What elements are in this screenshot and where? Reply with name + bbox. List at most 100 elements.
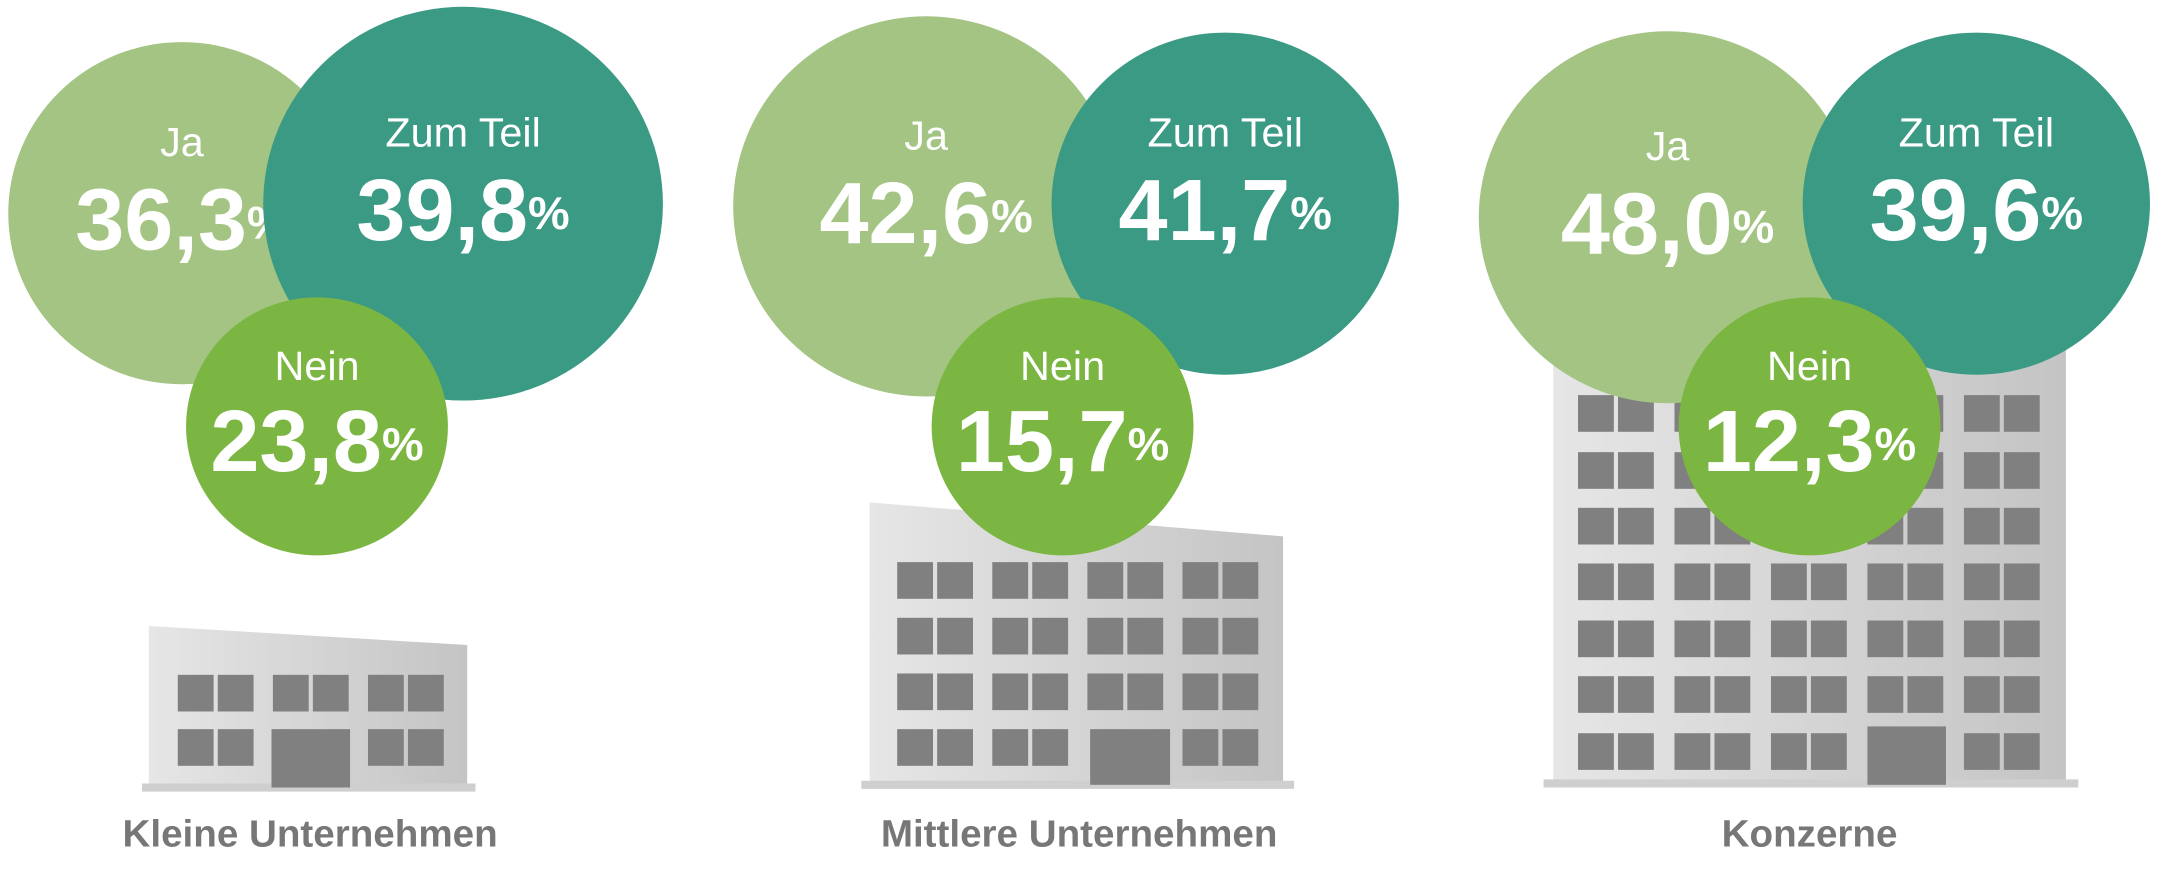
window — [1617, 676, 1654, 713]
window — [1810, 733, 1847, 770]
window — [1578, 676, 1614, 713]
bubble — [733, 16, 1120, 397]
bubble — [931, 297, 1194, 556]
window — [1222, 562, 1259, 599]
window — [1963, 395, 2000, 432]
window — [1127, 673, 1164, 711]
value-number: 39,6 — [1870, 162, 2042, 259]
window — [1907, 563, 1944, 601]
category-label: Ja — [160, 119, 204, 165]
window — [1810, 563, 1847, 601]
window — [937, 617, 974, 655]
window — [1714, 733, 1751, 770]
window — [1907, 507, 1944, 545]
value-number: 42,6 — [819, 165, 991, 262]
window — [1963, 563, 2000, 601]
window — [1963, 452, 2000, 489]
window — [407, 674, 444, 712]
value-label: 23,8% — [210, 393, 423, 490]
value-unit: % — [1875, 419, 1917, 471]
bubble — [1678, 297, 1941, 556]
value-label: 41,7% — [1119, 162, 1332, 259]
category-label: Nein — [274, 343, 359, 389]
window — [897, 617, 934, 655]
window — [1617, 507, 1654, 545]
window — [1127, 617, 1164, 655]
window — [407, 729, 444, 766]
building — [1543, 346, 2079, 788]
category-label: Ja — [1646, 123, 1690, 169]
group-label: Konzerne — [1722, 813, 1898, 856]
window — [1867, 563, 1904, 601]
value-unit: % — [1733, 201, 1775, 253]
window — [177, 729, 214, 766]
window — [1867, 620, 1904, 658]
window — [1867, 676, 1904, 713]
value-number: 41,7 — [1119, 162, 1291, 259]
window — [1578, 620, 1614, 658]
window — [2003, 733, 2040, 770]
bubble — [1051, 32, 1399, 375]
window — [1578, 733, 1614, 770]
window — [217, 674, 254, 712]
window — [1770, 563, 1807, 601]
window — [1770, 620, 1807, 658]
window — [897, 729, 934, 766]
window — [1182, 562, 1219, 599]
value-number: 12,3 — [1703, 393, 1875, 490]
window — [1578, 395, 1614, 432]
bubble — [186, 297, 448, 556]
value-label: 39,6% — [1870, 162, 2083, 259]
door — [271, 729, 351, 788]
window — [1674, 620, 1711, 658]
window — [1963, 507, 2000, 545]
window — [1087, 617, 1124, 655]
building — [141, 625, 476, 792]
window — [1963, 733, 2000, 770]
window — [1617, 733, 1654, 770]
window — [272, 674, 309, 712]
value-label: 12,3% — [1703, 393, 1916, 490]
value-label: 42,6% — [819, 165, 1032, 262]
category-label: Nein — [1767, 343, 1852, 389]
window — [367, 729, 404, 766]
value-number: 36,3 — [75, 171, 247, 268]
category-label: Zum Teil — [1147, 110, 1302, 156]
window — [1810, 676, 1847, 713]
window — [2003, 395, 2040, 432]
window — [937, 673, 974, 711]
window — [1770, 676, 1807, 713]
window — [1674, 563, 1711, 601]
window — [2003, 452, 2040, 489]
window — [217, 729, 254, 766]
window — [1674, 676, 1711, 713]
bubble — [8, 42, 356, 385]
window — [1222, 673, 1259, 711]
building — [861, 502, 1295, 789]
window — [2003, 507, 2040, 545]
window — [1182, 729, 1219, 766]
window — [1087, 673, 1124, 711]
door — [1867, 726, 1947, 785]
window — [1087, 562, 1124, 599]
value-number: 39,8 — [356, 162, 528, 259]
bubble — [1802, 32, 2150, 375]
window — [1714, 676, 1751, 713]
category-label: Zum Teil — [1899, 110, 2054, 156]
window — [897, 562, 934, 599]
group-label: Kleine Unternehmen — [123, 813, 498, 856]
window — [992, 617, 1029, 655]
window — [1770, 733, 1807, 770]
bubble — [263, 6, 663, 401]
window — [992, 729, 1029, 766]
window — [1907, 676, 1944, 713]
value-number: 15,7 — [956, 393, 1128, 490]
window — [1127, 562, 1164, 599]
window — [1674, 507, 1711, 545]
value-number: 48,0 — [1561, 175, 1733, 272]
